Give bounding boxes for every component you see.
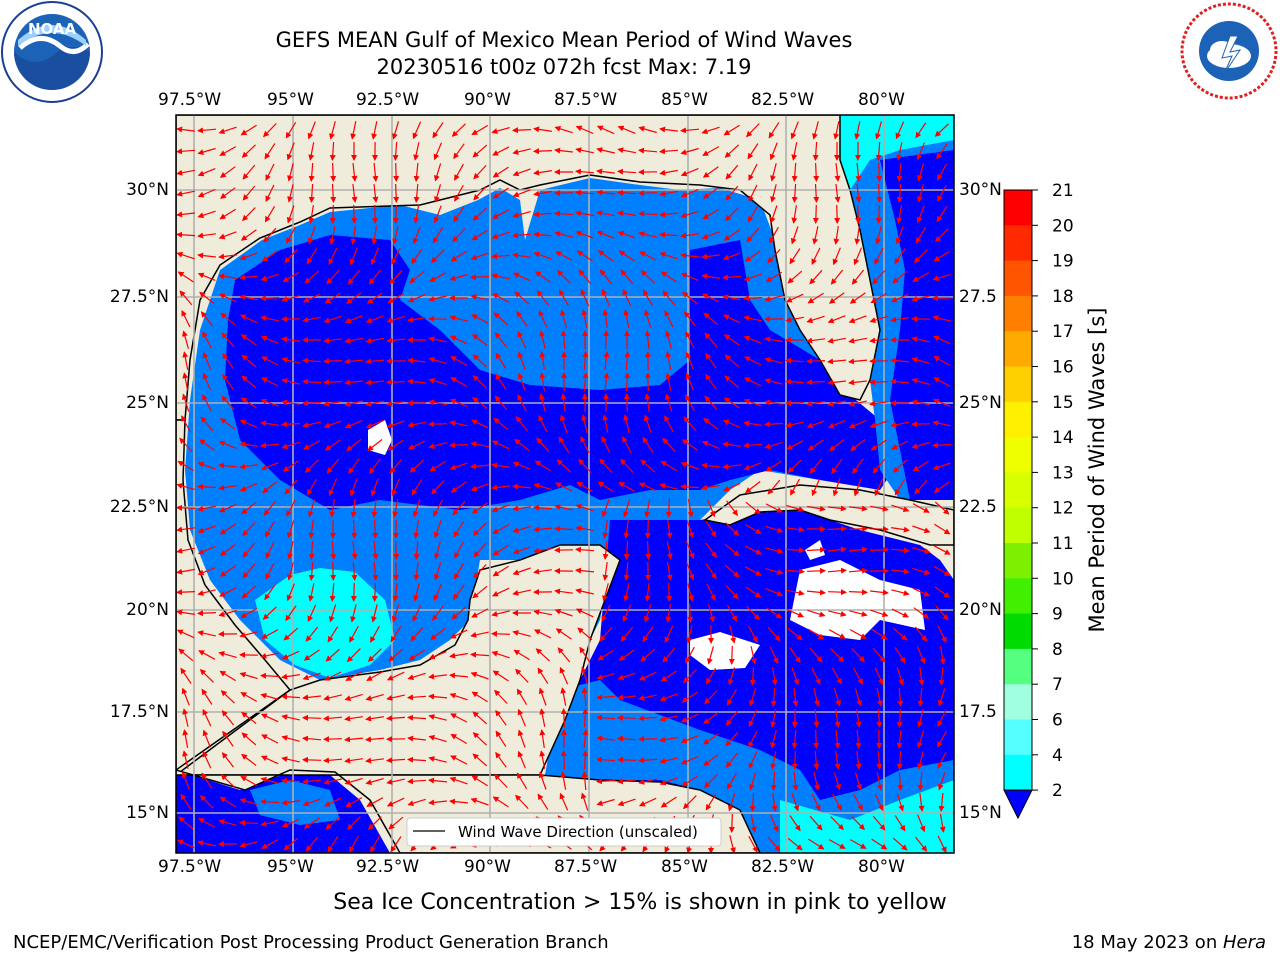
- lat-left-2: 25°N: [126, 393, 169, 413]
- sea-ice-caption: Sea Ice Concentration > 15% is shown in …: [333, 890, 947, 915]
- lon-bottom-1: 95°W: [267, 857, 314, 877]
- footer-date-text: 18 May 2023 on: [1071, 932, 1223, 953]
- colorbar-tick-label: 16: [1052, 358, 1074, 378]
- chart-subtitle: 20230516 t00z 072h fcst Max: 7.19: [376, 55, 752, 79]
- lat-right-6: 15°N: [959, 803, 1002, 823]
- lat-right-5: 17.5: [959, 702, 997, 722]
- colorbar-tick-label: 19: [1052, 252, 1074, 272]
- lat-left-4: 20°N: [126, 600, 169, 620]
- noaa-logo: NOAA: [0, 0, 104, 104]
- colorbar-segment: [1004, 507, 1032, 544]
- colorbar-segment: [1004, 578, 1032, 615]
- colorbar-segment: [1004, 472, 1032, 509]
- lat-right-0: 30°N: [959, 180, 1002, 200]
- colorbar-tick-label: 6: [1052, 711, 1063, 731]
- lon-top-3: 90°W: [464, 90, 511, 110]
- colorbar-segment: [1004, 295, 1032, 332]
- lon-top-4: 87.5°W: [554, 90, 618, 110]
- lat-left-1: 27.5°N: [109, 287, 169, 307]
- lon-bottom-7: 80°W: [858, 857, 905, 877]
- colorbar: 21 20 19 18 17 16 15 14 13 12 11 10 9 8 7 6 4 2: [1003, 181, 1074, 820]
- colorbar-segment: [1004, 366, 1032, 403]
- lon-bottom-5: 85°W: [661, 857, 708, 877]
- wind-wave-arrows: [176, 121, 952, 853]
- caribbean-cyan: [780, 780, 954, 853]
- colorbar-tick-label: 2: [1052, 781, 1063, 801]
- colorbar-tick-label: 10: [1052, 569, 1074, 589]
- colorbar-segment: [1004, 331, 1032, 367]
- colorbar-segment: [1004, 754, 1032, 791]
- florida-land: [176, 115, 881, 421]
- colorbar-segment: [1004, 401, 1032, 438]
- lon-bottom-4: 87.5°W: [554, 857, 618, 877]
- lon-top-5: 85°W: [661, 90, 708, 110]
- lon-top-2: 92.5°W: [356, 90, 420, 110]
- lon-top-1: 95°W: [267, 90, 314, 110]
- colorbar-tick-label: 17: [1052, 322, 1074, 342]
- colorbar-segment: [1004, 260, 1032, 297]
- colorbar-tick-label: 8: [1052, 640, 1063, 660]
- lon-bottom-6: 82.5°W: [751, 857, 815, 877]
- lat-left-3: 22.5°N: [109, 497, 169, 517]
- map-legend: Wind Wave Direction (unscaled): [406, 817, 722, 847]
- colorbar-tick-label: 13: [1052, 463, 1074, 483]
- lon-bottom-0: 97.5°W: [158, 857, 222, 877]
- colorbar-segment: [1004, 437, 1032, 473]
- lat-right-4: 20°N: [959, 600, 1002, 620]
- lon-top-6: 82.5°W: [751, 90, 815, 110]
- colorbar-tick-label: 11: [1052, 534, 1074, 554]
- lat-right-1: 27.5: [959, 287, 997, 307]
- footer-date: 18 May 2023 on Hera: [1072, 932, 1266, 953]
- colorbar-tick-label: 20: [1052, 216, 1074, 236]
- legend-label: Wind Wave Direction (unscaled): [458, 823, 698, 841]
- colorbar-segment: [1004, 543, 1032, 579]
- colorbar-tick-label: 4: [1052, 746, 1063, 766]
- lat-right-3: 22.5: [959, 497, 997, 517]
- nws-logo: [1178, 0, 1280, 102]
- colorbar-tick-label: 12: [1052, 499, 1074, 519]
- colorbar-segment: [1004, 648, 1032, 685]
- lon-bottom-3: 90°W: [464, 857, 511, 877]
- noaa-logo-text: NOAA: [28, 20, 77, 38]
- map-frame: [175, 114, 955, 854]
- lon-bottom-2: 92.5°W: [356, 857, 420, 877]
- colorbar-tick-label: 14: [1052, 428, 1074, 448]
- colorbar-tick-label: 7: [1052, 675, 1063, 695]
- colorbar-segment: [1004, 719, 1032, 756]
- colorbar-extend: [1003, 789, 1033, 820]
- atlantic-cyan: [840, 115, 954, 190]
- colorbar-tick-label: 21: [1052, 181, 1074, 201]
- chart-title: GEFS MEAN Gulf of Mexico Mean Period of …: [275, 28, 853, 52]
- colorbar-segment: [1004, 190, 1032, 226]
- colorbar-segment: [1004, 225, 1032, 262]
- lat-right-2: 25°N: [959, 393, 1002, 413]
- lon-top-7: 80°W: [858, 90, 905, 110]
- colorbar-segment: [1004, 613, 1032, 650]
- colorbar-tick-label: 18: [1052, 287, 1074, 307]
- colorbar-tick-label: 9: [1052, 605, 1063, 625]
- footer-credit: NCEP/EMC/Verification Post Processing Pr…: [13, 932, 609, 953]
- colorbar-segment: [1004, 684, 1032, 720]
- footer-machine: Hera: [1222, 932, 1266, 953]
- lon-top-0: 97.5°W: [158, 90, 222, 110]
- colorbar-label: Mean Period of Wind Waves [s]: [1085, 308, 1109, 633]
- lat-left-6: 15°N: [126, 803, 169, 823]
- colorbar-tick-label: 15: [1052, 393, 1074, 413]
- lat-left-0: 30°N: [126, 180, 169, 200]
- lat-left-5: 17.5°N: [109, 702, 169, 722]
- cuba-land: [703, 484, 954, 546]
- gulf-water-lt2s: [225, 235, 900, 510]
